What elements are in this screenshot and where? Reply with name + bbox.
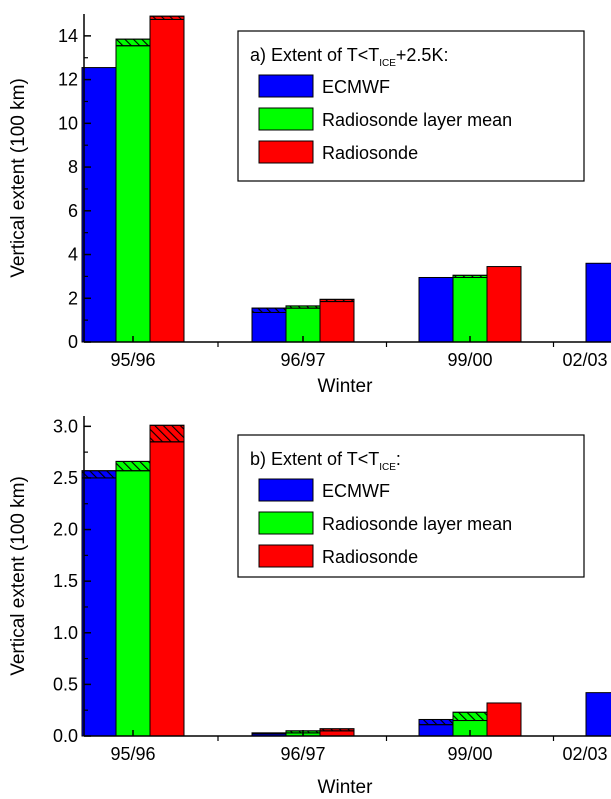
y-tick-label: 14 [58,26,78,46]
bar-ecmwf-1 [251,311,287,343]
x-tick-label: 96/97 [280,350,325,370]
bar-radiosonde-layer-mean-0 [115,45,151,343]
legend-swatch-1 [258,107,314,131]
bar-cap-hatch-0-1 [251,732,287,735]
bar-cap-hatch-2-1 [319,298,355,303]
legend-title: b) Extent of T<TICE: [250,449,401,473]
bar-cap-hatch-1-1 [285,305,321,309]
legend-entry: ECMWF [322,481,390,501]
legend-entry: Radiosonde [322,547,418,567]
x-tick-label: 02/03 [562,350,607,370]
bar-cap-hatch-2-0 [149,15,185,20]
y-tick-label: 12 [58,70,78,90]
legend-entry: Radiosonde layer mean [322,514,512,534]
chart-panel-a: 0 2 4 6 8 10 12 14 95/96 96/97 99/00 02/03 Winter Ver… [8,14,611,397]
bar-cap-hatch-0-0 [81,470,117,479]
bar-radiosonde-1 [319,301,355,343]
bar-cap-hatch-1-0 [115,38,151,47]
y-axis-title: Vertical extent (100 km) [8,476,29,676]
y-tick-label: 8 [68,157,78,177]
legend-title: a) Extent of T<TICE+2.5K: [250,45,448,69]
x-tick-label: 95/96 [110,744,155,764]
bar-cap-hatch-1-2 [452,711,488,722]
y-tick-label: 0.0 [53,726,78,746]
legend-entry: Radiosonde layer mean [322,110,512,130]
chart-panel-b: 0.0 0.5 1.0 1.5 2.0 2.5 3.0 95/96 96/97 99/00 02/0… [8,416,611,798]
bar-radiosonde-1 [319,730,355,737]
y-tick-label: 6 [68,201,78,221]
bar-ecmwf-2 [418,724,454,737]
legend: b) Extent of T<TICE: ECMWF Radiosonde laye… [237,434,585,578]
bar-cap-hatch-1-2 [452,274,488,278]
bar-radiosonde-2 [486,702,522,737]
x-tick-label: 99/00 [447,350,492,370]
y-tick-label: 1.0 [53,623,78,643]
y-axis-title: Vertical extent (100 km) [8,78,29,278]
legend-swatch-1 [258,511,314,535]
bar-ecmwf-3 [585,262,611,343]
x-tick-label: 95/96 [110,350,155,370]
bar-radiosonde-layer-mean-2 [452,276,488,343]
bar-radiosonde-0 [149,18,185,343]
y-tick-label: 3.0 [53,416,78,436]
legend-swatch-2 [258,140,314,164]
y-tick-label: 4 [68,245,78,265]
legend-swatch-0 [258,74,314,98]
legend-entry: Radiosonde [322,143,418,163]
bar-ecmwf-3 [585,692,611,737]
bar-cap-hatch-1-0 [115,460,151,472]
bar-cap-hatch-0-2 [418,718,454,726]
x-tick-label: 02/03 [562,744,607,764]
x-tick-label: 99/00 [447,744,492,764]
y-tick-label: 2.5 [53,468,78,488]
y-tick-label: 0 [68,332,78,352]
y-tick-label: 10 [58,113,78,133]
y-tick-label: 2 [68,288,78,308]
legend-entry: ECMWF [322,77,390,97]
bar-radiosonde-2 [486,266,522,343]
bar-cap-hatch-2-0 [149,424,185,443]
bar-ecmwf-2 [418,276,454,343]
legend-swatch-0 [258,478,314,502]
legend: a) Extent of T<TICE+2.5K: ECMWF Radiosonde… [237,30,585,182]
y-tick-label: 0.5 [53,674,78,694]
x-axis-title: Winter [318,777,374,798]
bar-ecmwf-0 [81,67,117,343]
bar-radiosonde-layer-mean-0 [115,470,151,737]
y-tick-label: 1.5 [53,571,78,591]
legend-swatch-2 [258,544,314,568]
x-tick-label: 96/97 [280,744,325,764]
bar-radiosonde-0 [149,441,185,737]
bar-cap-hatch-0-1 [251,307,287,313]
bar-cap-hatch-2-1 [319,728,355,732]
y-tick-label: 2.0 [53,520,78,540]
x-axis-title: Winter [318,376,374,397]
